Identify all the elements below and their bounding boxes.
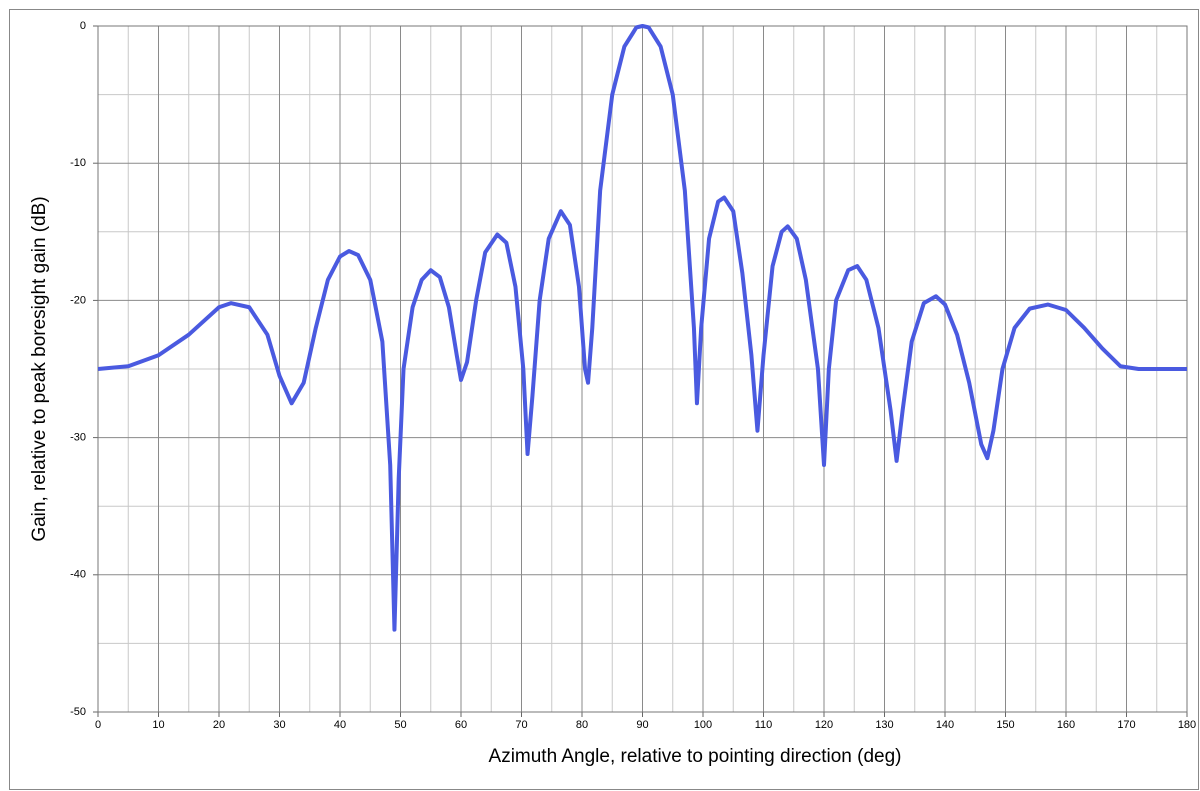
x-tick-label: 80 (576, 719, 588, 731)
x-tick-label: 140 (936, 719, 954, 731)
y-tick-label: 0 (80, 20, 86, 32)
x-tick-label: 0 (95, 719, 101, 731)
x-tick-label: 130 (875, 719, 893, 731)
chart-frame (9, 9, 1199, 790)
x-tick-label: 10 (152, 719, 164, 731)
x-tick-label: 50 (394, 719, 406, 731)
x-tick-label: 180 (1178, 719, 1196, 731)
x-tick-label: 40 (334, 719, 346, 731)
x-tick-label: 100 (694, 719, 712, 731)
y-tick-label: -30 (70, 432, 86, 444)
y-axis-title: Gain, relative to peak boresight gain (d… (29, 196, 50, 541)
series-line (97, 24, 1187, 632)
x-tick-label: 30 (273, 719, 285, 731)
x-tick-label: 160 (1057, 719, 1075, 731)
x-tick-label: 110 (755, 719, 773, 731)
x-axis-title: Azimuth Angle, relative to pointing dire… (489, 746, 902, 767)
y-tick-label: -40 (70, 569, 86, 581)
x-tick-label: 60 (455, 719, 467, 731)
y-tick-label: -10 (70, 157, 86, 169)
x-tick-label: 170 (1117, 719, 1135, 731)
y-tick-label: -20 (70, 294, 86, 306)
x-tick-label: 120 (815, 719, 833, 731)
x-tick-label: 70 (515, 719, 527, 731)
x-tick-label: 20 (213, 719, 225, 731)
x-tick-label: 90 (636, 719, 648, 731)
y-tick-label: -50 (70, 706, 86, 718)
x-tick-label: 150 (996, 719, 1014, 731)
